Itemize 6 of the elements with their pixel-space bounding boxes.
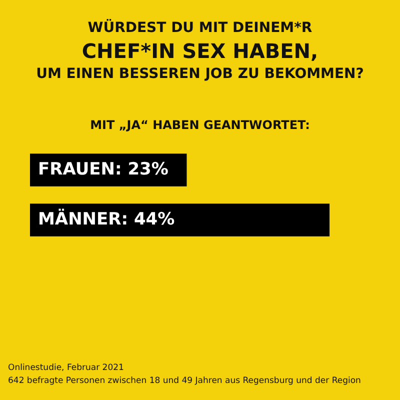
data-label: MÄNNER: 44% — [38, 208, 175, 230]
text: 642 befragte Personen zwischen 18 und 49 Jahren aus Regensburg und der Region — [8, 375, 362, 388]
chart-title: WÜRDEST DU MIT DEINEM*R CHEF*IN SEX HABEN, UM EINEN BESSEREN JOB ZU BEKOMMEN? — [35, 18, 365, 84]
text: Onlinestudie, Februar 2021 — [8, 362, 125, 375]
data-label: FRAUEN: 23% — [38, 159, 168, 180]
chart-subtitle: MIT „JA“ HABEN GEANTWORTET: — [89, 118, 311, 132]
